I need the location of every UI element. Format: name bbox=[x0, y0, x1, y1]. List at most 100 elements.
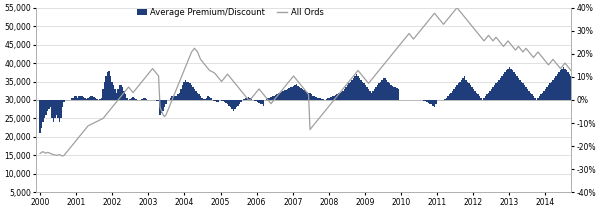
Bar bbox=[436, 100, 437, 104]
Bar bbox=[319, 98, 320, 100]
Bar bbox=[433, 100, 434, 106]
Bar bbox=[200, 96, 201, 100]
Bar bbox=[269, 98, 270, 100]
Bar bbox=[445, 99, 446, 100]
Bar bbox=[428, 100, 429, 103]
Bar bbox=[368, 89, 369, 100]
Bar bbox=[388, 81, 389, 100]
Bar bbox=[328, 99, 329, 100]
Bar bbox=[430, 100, 431, 104]
Bar bbox=[463, 78, 464, 100]
Bar bbox=[491, 89, 492, 100]
Bar bbox=[172, 96, 173, 100]
Bar bbox=[313, 96, 314, 100]
Bar bbox=[539, 96, 540, 100]
Bar bbox=[61, 100, 62, 118]
Bar bbox=[116, 93, 117, 100]
Bar bbox=[179, 93, 180, 100]
Bar bbox=[359, 78, 360, 100]
Bar bbox=[203, 99, 204, 100]
Bar bbox=[184, 81, 185, 100]
Bar bbox=[534, 98, 536, 100]
Bar bbox=[271, 97, 272, 100]
Bar bbox=[560, 70, 561, 100]
Bar bbox=[546, 87, 548, 100]
Bar bbox=[370, 91, 371, 100]
Bar bbox=[478, 95, 479, 100]
Bar bbox=[251, 99, 252, 100]
Bar bbox=[509, 67, 510, 100]
Bar bbox=[82, 96, 83, 100]
Bar bbox=[311, 95, 312, 100]
Bar bbox=[283, 91, 284, 100]
Bar bbox=[71, 98, 72, 100]
Bar bbox=[119, 85, 120, 100]
Bar bbox=[317, 98, 318, 100]
Bar bbox=[545, 89, 546, 100]
Bar bbox=[338, 93, 339, 100]
Bar bbox=[344, 89, 345, 100]
Bar bbox=[386, 80, 387, 100]
Bar bbox=[557, 74, 558, 100]
Bar bbox=[394, 87, 395, 100]
Bar bbox=[194, 89, 195, 100]
Bar bbox=[512, 70, 513, 100]
Bar bbox=[341, 92, 342, 100]
Bar bbox=[495, 83, 497, 100]
Bar bbox=[217, 100, 218, 102]
Bar bbox=[74, 96, 75, 100]
Bar bbox=[47, 100, 48, 111]
Bar bbox=[229, 100, 230, 106]
Bar bbox=[52, 100, 53, 118]
Bar bbox=[301, 88, 302, 100]
Bar bbox=[507, 69, 509, 100]
Bar bbox=[302, 89, 303, 100]
Bar bbox=[322, 99, 323, 100]
Bar bbox=[164, 100, 165, 107]
Bar bbox=[427, 100, 428, 102]
Bar bbox=[569, 74, 570, 100]
Bar bbox=[513, 72, 515, 100]
Bar bbox=[479, 96, 480, 100]
Bar bbox=[76, 96, 77, 100]
Bar bbox=[570, 76, 572, 100]
Bar bbox=[486, 95, 488, 100]
Bar bbox=[58, 100, 59, 118]
Bar bbox=[549, 83, 551, 100]
Bar bbox=[555, 76, 557, 100]
Bar bbox=[497, 81, 498, 100]
Bar bbox=[551, 81, 552, 100]
Bar bbox=[527, 89, 528, 100]
Bar bbox=[278, 93, 279, 100]
Bar bbox=[358, 76, 359, 100]
Bar bbox=[64, 100, 65, 102]
Bar bbox=[376, 87, 377, 100]
Bar bbox=[331, 97, 332, 100]
Bar bbox=[91, 96, 92, 100]
Bar bbox=[572, 78, 573, 100]
Bar bbox=[540, 95, 542, 100]
Bar bbox=[55, 100, 56, 118]
Bar bbox=[50, 100, 51, 107]
Bar bbox=[395, 87, 396, 100]
Bar bbox=[188, 81, 189, 100]
Bar bbox=[295, 85, 296, 100]
Bar bbox=[506, 70, 507, 100]
Bar bbox=[205, 99, 206, 100]
Bar bbox=[187, 81, 188, 100]
Bar bbox=[501, 76, 503, 100]
Bar bbox=[361, 80, 362, 100]
Bar bbox=[95, 98, 96, 100]
Bar bbox=[275, 95, 276, 100]
Bar bbox=[40, 100, 41, 133]
Bar bbox=[350, 81, 351, 100]
Bar bbox=[305, 91, 306, 100]
Bar bbox=[578, 85, 579, 100]
Bar bbox=[127, 98, 128, 100]
Bar bbox=[281, 92, 282, 100]
Bar bbox=[80, 96, 81, 100]
Bar bbox=[334, 96, 335, 100]
Bar bbox=[250, 98, 251, 100]
Bar bbox=[208, 96, 209, 100]
Bar bbox=[485, 96, 486, 100]
